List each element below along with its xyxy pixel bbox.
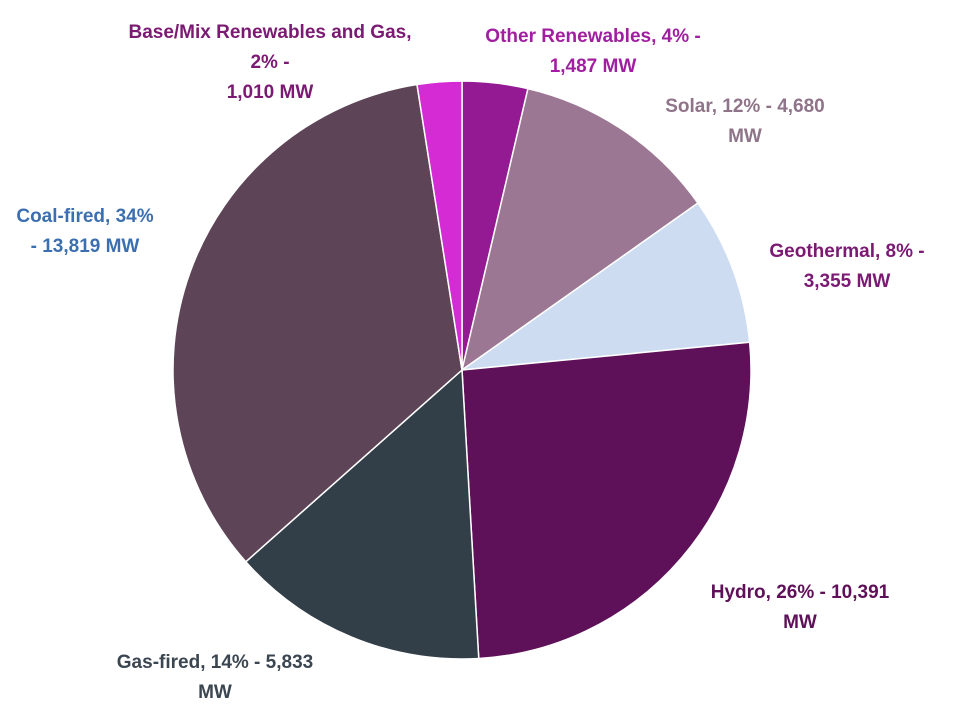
- label-base-mix-line1: Base/Mix Renewables and Gas,: [128, 22, 412, 43]
- label-geothermal: Geothermal, 8% - 3,355 MW: [752, 237, 942, 297]
- label-base-mix-line2: 2% -: [250, 52, 290, 73]
- label-solar-line2: MW: [728, 126, 762, 147]
- label-coal-fired: Coal-fired, 34% - 13,819 MW: [5, 202, 165, 262]
- label-gas-fired-line1: Gas-fired, 14% - 5,833: [116, 652, 314, 673]
- label-solar: Solar, 12% - 4,680 MW: [640, 92, 850, 152]
- label-base-mix-line3: 1,010 MW: [226, 82, 314, 103]
- label-gas-fired: Gas-fired, 14% - 5,833 MW: [90, 648, 340, 708]
- slice-solar: [460, 87, 699, 372]
- label-hydro: Hydro, 26% - 10,391 MW: [680, 578, 920, 638]
- slice-geothermal: [459, 202, 751, 372]
- label-other-renewables-line2: 1,487 MW: [549, 56, 637, 77]
- label-solar-line1: Solar, 12% - 4,680: [665, 96, 825, 117]
- label-hydro-line2: MW: [783, 612, 817, 633]
- label-hydro-line1: Hydro, 26% - 10,391: [710, 582, 890, 603]
- label-gas-fired-line2: MW: [198, 682, 232, 703]
- label-geothermal-line1: Geothermal, 8% -: [769, 241, 925, 262]
- label-geothermal-line2: 3,355 MW: [803, 271, 891, 292]
- label-other-renewables-line1: Other Renewables, 4% -: [485, 26, 701, 47]
- slice-coal-fired: [172, 83, 463, 563]
- label-other-renewables: Other Renewables, 4% - 1,487 MW: [458, 22, 728, 82]
- slice-gas-fired: [244, 368, 480, 660]
- slice-hydro: [461, 341, 752, 660]
- label-coal-fired-line1: Coal-fired, 34%: [16, 206, 154, 227]
- label-coal-fired-line2: - 13,819 MW: [30, 236, 140, 257]
- label-base-mix: Base/Mix Renewables and Gas, 2% - 1,010 …: [100, 18, 440, 108]
- slice-base-mix: [416, 80, 463, 371]
